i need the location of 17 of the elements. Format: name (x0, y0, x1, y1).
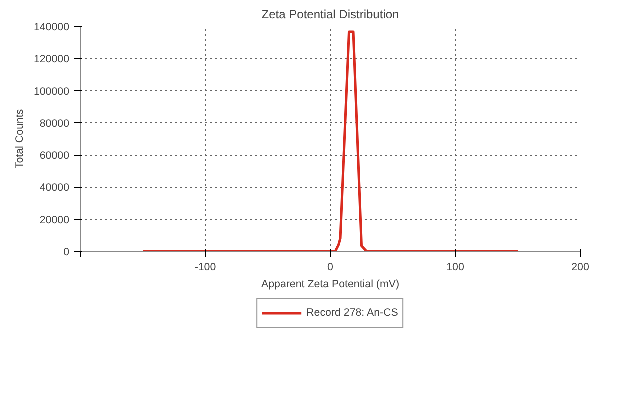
line-series (142, 30, 520, 252)
y-tick-label: 40000 (40, 182, 70, 194)
chart-title: Zeta Potential Distribution (262, 8, 400, 22)
y-tick-label: 80000 (40, 118, 70, 130)
legend-label: Record 278: An-CS (306, 307, 398, 319)
y-tick-label: 20000 (40, 214, 70, 226)
y-tick-label: 60000 (40, 150, 70, 162)
y-axis-title: Total Counts (14, 109, 26, 169)
x-tick-label: 0 (328, 262, 334, 274)
x-tick-label: 100 (446, 262, 464, 274)
y-tick-label: 100000 (34, 86, 70, 98)
y-tick-label: 120000 (34, 54, 70, 66)
y-tick-label: 0 (64, 246, 70, 258)
x-tick-label: -100 (194, 262, 216, 274)
x-tick-label: 200 (572, 262, 590, 274)
y-tick-label: 140000 (34, 22, 70, 34)
x-axis-title: Apparent Zeta Potential (mV) (261, 278, 400, 290)
